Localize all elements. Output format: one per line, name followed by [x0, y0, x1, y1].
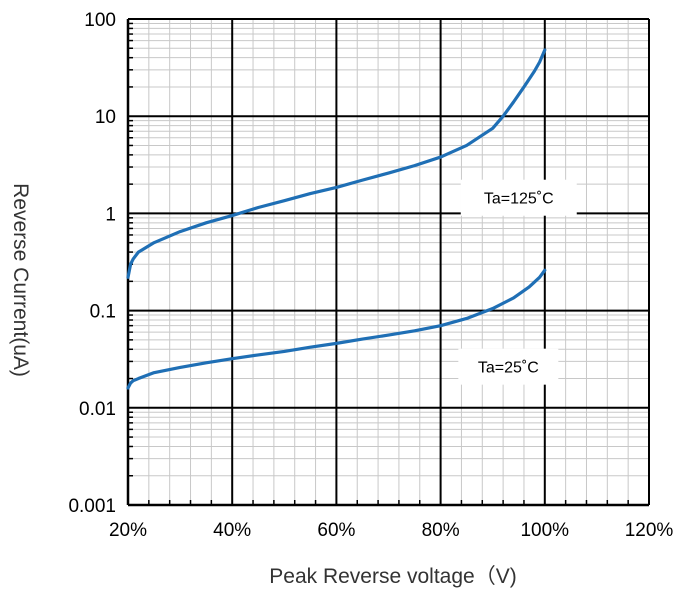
y-tick-label: 0.1: [90, 302, 116, 323]
x-tick-label: 40%: [213, 520, 251, 541]
x-tick-label: 120%: [625, 520, 674, 541]
series-layer: [126, 48, 547, 390]
major-grid: [127, 18, 650, 506]
minor-ticks: [128, 22, 629, 505]
x-tick-label: 100%: [520, 520, 569, 541]
x-tick-label: 60%: [317, 520, 355, 541]
series-line-2: [126, 268, 547, 390]
x-axis-title: Peak Reverse voltage（V): [269, 565, 516, 588]
annotation-layer: Ta=125˚C Ta=25˚C: [458, 179, 577, 385]
y-tick-label: 10: [95, 107, 116, 128]
series-line-1: [126, 48, 547, 279]
y-axis-title: Reverse Current(uA): [9, 183, 32, 377]
y-tick-label: 0.01: [79, 399, 116, 420]
x-tick-label: 80%: [422, 520, 460, 541]
y-tick-label: 1: [105, 204, 116, 225]
x-tick-labels: 20% 40% 60% 80% 100% 120%: [109, 520, 673, 541]
x-tick-label: 20%: [109, 520, 147, 541]
y-tick-label: 0.001: [68, 496, 116, 517]
annotation-box: [460, 179, 577, 216]
minor-grid: [128, 19, 649, 505]
plot-frame: [126, 19, 649, 507]
annotation-box: [458, 348, 559, 385]
annotation-label: Ta=25˚C: [478, 360, 539, 377]
y-tick-labels: 0.001 0.01 0.1 1 10 100: [68, 10, 116, 517]
y-tick-label: 100: [84, 10, 116, 31]
annotation-label: Ta=125˚C: [484, 191, 554, 208]
